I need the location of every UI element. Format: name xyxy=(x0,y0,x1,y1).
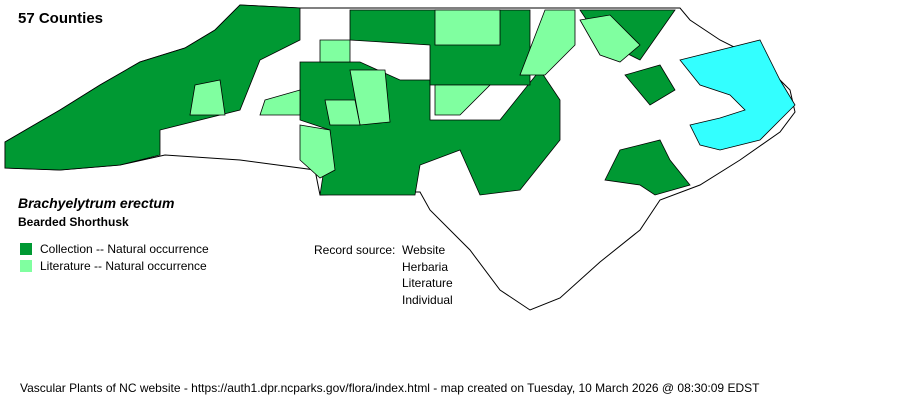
county-region xyxy=(579,14,641,63)
county-region xyxy=(434,9,501,46)
literature-counties xyxy=(189,9,641,179)
legend-item-literature: Literature -- Natural occurrence xyxy=(20,259,207,273)
county-region xyxy=(519,9,576,76)
county-count: 57 Counties xyxy=(18,10,104,27)
county-region xyxy=(324,99,361,126)
county-region xyxy=(624,64,676,106)
record-source: Record source: Website Herbaria Literatu… xyxy=(314,242,453,307)
record-source-value: Literature xyxy=(402,276,453,290)
legend-label: Literature -- Natural occurrence xyxy=(40,259,207,273)
county-region xyxy=(299,124,336,179)
legend-swatch xyxy=(20,260,32,272)
county-region xyxy=(4,4,301,171)
record-source-value: Herbaria xyxy=(402,259,449,274)
county-region xyxy=(604,139,691,196)
record-source-value: Individual xyxy=(402,292,453,307)
record-source-label: Record source: xyxy=(314,243,396,257)
legend-item-collection: Collection -- Natural occurrence xyxy=(20,242,209,256)
sound-water xyxy=(679,39,796,151)
legend-label: Collection -- Natural occurrence xyxy=(40,242,209,256)
legend-swatch xyxy=(20,243,32,255)
footer-credit: Vascular Plants of NC website - https://… xyxy=(20,381,760,395)
common-name: Bearded Shorthusk xyxy=(18,215,129,229)
county-region xyxy=(189,79,226,116)
county-region xyxy=(259,89,301,116)
county-region xyxy=(319,39,351,63)
record-source-value: Website xyxy=(402,243,446,257)
county-region xyxy=(434,84,491,116)
scientific-name: Brachyelytrum erectum xyxy=(18,195,175,211)
